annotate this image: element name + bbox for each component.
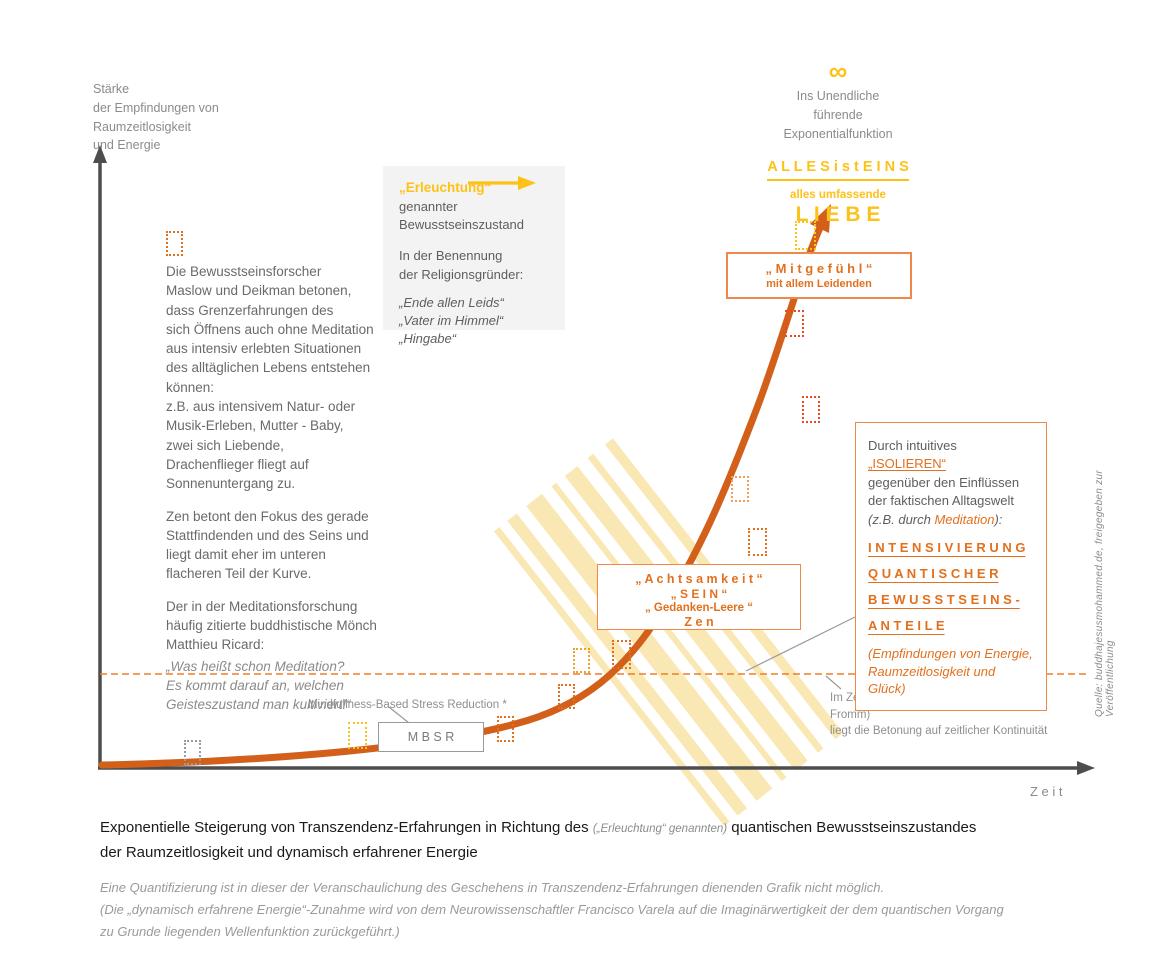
mitgefuehl-title: „ M i t g e f ü h l “ (765, 261, 873, 276)
experience-marker (497, 716, 514, 742)
erleuchtung-benennung: In der Benennung der Religionsgründer: (399, 248, 524, 282)
x-axis-arrowhead (1077, 761, 1095, 775)
left-paragraph-3: Der in der Meditationsforschung häufig z… (166, 598, 377, 653)
achtsamkeit-line4: Z e n (684, 615, 714, 629)
mbsr-box: M B S R (378, 722, 484, 752)
y-axis-label: Stärke der Empfindungen von Raumzeitlosi… (93, 82, 219, 153)
zen-note-connector-line (825, 675, 842, 690)
ricard-quote: „Was heißt schon Meditation? Es kommt da… (166, 658, 351, 713)
x-axis-label: Z e i t (1030, 784, 1063, 799)
isolieren-intro-text: Durch intuitives (868, 438, 957, 453)
achtsamkeit-line2: „ S E I N “ (670, 587, 728, 601)
experience-marker (795, 221, 816, 250)
left-paragraph-2: Zen betont den Fokus des gerade Stattfin… (166, 508, 369, 582)
caption-line1-small: („Erleuchtung“ genannten) (592, 823, 728, 835)
experience-marker (731, 476, 749, 502)
experience-marker (748, 528, 767, 556)
erleuchtung-arrow-icon (468, 176, 536, 190)
achtsamkeit-line3: „ Gedanken-Leere “ (644, 602, 753, 614)
isolieren-line3: der faktischen Alltagswelt (868, 493, 1014, 509)
alles-ist-eins-label: A L L E S i s t E I N S (767, 159, 909, 182)
isolieren-footer: (Empfindungen von Energie, Raumzeitlosig… (868, 646, 1033, 697)
isolieren-connector-line (745, 616, 856, 672)
caption-line1-end: quantischen Bewusstseinszustandes (727, 819, 977, 836)
isolieren-line4-pre: (z.B. durch (868, 511, 935, 527)
experience-marker (573, 648, 590, 673)
y-axis-arrowhead (93, 145, 107, 163)
intensivierung-headline-2: Q U A N T I S C H E R (868, 566, 999, 582)
meditation-highlight: Meditation (934, 511, 995, 527)
experience-marker (802, 396, 820, 423)
erleuchtung-subtitle: genannter Bewusstseinszustand (399, 199, 525, 233)
mbsr-label: Mindfullness-Based Stress Reduction * (308, 699, 507, 711)
intensivierung-headline-1: I N T E N S I V I E R U N G (868, 540, 1026, 556)
experience-marker (612, 640, 631, 669)
experience-marker (166, 231, 183, 256)
isolieren-box: Durch intuitives „ISOLIEREN“ gegenüber d… (855, 422, 1047, 711)
experience-marker (785, 310, 804, 337)
isolieren-line4-post: ): (994, 511, 1003, 527)
left-text-block: Die Bewusstseinsforscher Maslow und Deik… (166, 262, 384, 728)
caption-block: Exponentielle Steigerung von Transzenden… (100, 820, 1110, 943)
isolieren-line2: gegenüber den Einflüssen (868, 474, 1020, 490)
erleuchtung-box: „Erleuchtung“ genannter Bewusstseinszust… (383, 166, 565, 346)
experience-marker (558, 684, 575, 709)
caption-footnote: Eine Quantifizierung ist in dieser der V… (100, 879, 1004, 939)
alles-umfassende-label: alles umfassende (790, 189, 886, 202)
experience-marker (184, 740, 201, 765)
mitgefuehl-subtitle: mit allem Leidenden (766, 278, 872, 290)
caption-line2: der Raumzeitlosigkeit und dynamisch erfa… (100, 843, 478, 861)
mitgefuehl-box: „ M i t g e f ü h l “ mit allem Leidende… (726, 252, 912, 299)
mbsr-connector-line (388, 706, 410, 724)
intensivierung-headline-3: B E W U S S T S E I N S - (868, 592, 1020, 608)
exponential-function-label: Ins Unendliche führende Exponentialfunkt… (783, 89, 893, 141)
left-paragraph-1: Die Bewusstseinsforscher Maslow und Deik… (166, 264, 374, 492)
achtsamkeit-box: „ A c h t s a m k e i t “ „ S E I N “ „ … (597, 564, 801, 630)
infinity-block: ∞ Ins Unendliche führende Exponentialfun… (690, 58, 986, 227)
infinity-icon: ∞ (828, 56, 848, 86)
intensivierung-headline-4: A N T E I L E (868, 618, 945, 634)
caption-line1-main: Exponentielle Steigerung von Transzenden… (100, 819, 593, 836)
achtsamkeit-line1: „ A c h t s a m k e i t “ (635, 572, 763, 586)
experience-marker (348, 722, 367, 749)
source-note: Quelle: buddhajesusmohammed.de, freigege… (1094, 469, 1116, 717)
liebe-label: L I E B E (795, 203, 881, 227)
erleuchtung-quotes: „Ende allen Leids“ „Vater im Himmel“ „Hi… (399, 294, 504, 347)
isolieren-highlight: „ISOLIEREN“ (868, 456, 947, 472)
